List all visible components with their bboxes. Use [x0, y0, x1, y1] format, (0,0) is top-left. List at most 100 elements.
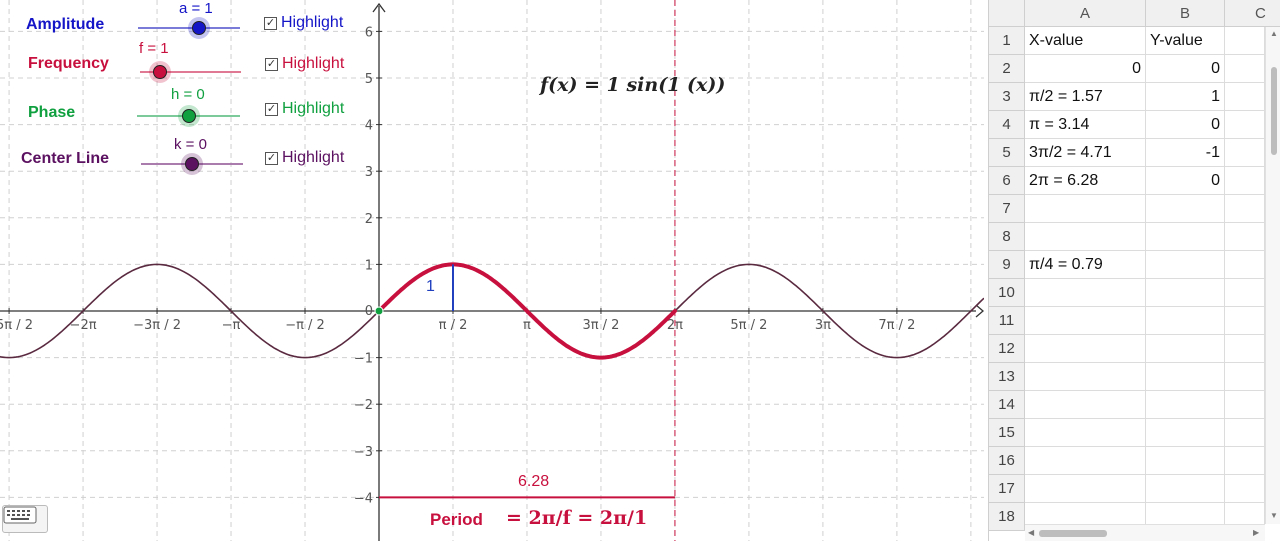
cell-c14[interactable]	[1225, 391, 1265, 419]
cell-c17[interactable]	[1225, 475, 1265, 503]
y-tick-label: −3	[354, 445, 373, 460]
cell-a11[interactable]	[1025, 307, 1146, 335]
vertical-scroll-thumb[interactable]	[1271, 67, 1277, 155]
amplitude-highlight-checkbox[interactable]: ✓ Highlight	[264, 14, 343, 32]
cell-a9[interactable]: π/4 = 0.79	[1025, 251, 1146, 279]
cell-c16[interactable]	[1225, 447, 1265, 475]
row-header[interactable]: 3	[989, 83, 1025, 111]
row-header[interactable]: 16	[989, 447, 1025, 475]
cell-c10[interactable]	[1225, 279, 1265, 307]
frequency-slider-track[interactable]	[140, 71, 241, 73]
cell-b4[interactable]: 0	[1146, 111, 1225, 139]
cell-c5[interactable]	[1225, 139, 1265, 167]
cell-c7[interactable]	[1225, 195, 1265, 223]
cell-b12[interactable]	[1146, 335, 1225, 363]
row-header[interactable]: 6	[989, 167, 1025, 195]
keyboard-button[interactable]	[2, 505, 48, 533]
horizontal-scrollbar[interactable]: ◀ ▶	[1025, 524, 1265, 541]
cell-a1[interactable]: X-value	[1025, 27, 1146, 55]
row-header[interactable]: 15	[989, 419, 1025, 447]
vertical-scrollbar[interactable]: ▲ ▼	[1265, 27, 1280, 524]
cell-c1[interactable]	[1225, 27, 1265, 55]
cell-a17[interactable]	[1025, 475, 1146, 503]
cell-a15[interactable]	[1025, 419, 1146, 447]
cell-b8[interactable]	[1146, 223, 1225, 251]
cell-b5[interactable]: -1	[1146, 139, 1225, 167]
cell-b14[interactable]	[1146, 391, 1225, 419]
row-header[interactable]: 9	[989, 251, 1025, 279]
column-header-a[interactable]: A	[1025, 0, 1146, 27]
row-header[interactable]: 7	[989, 195, 1025, 223]
scroll-down-icon[interactable]: ▼	[1270, 511, 1278, 520]
cell-b10[interactable]	[1146, 279, 1225, 307]
row-header[interactable]: 17	[989, 475, 1025, 503]
cell-c11[interactable]	[1225, 307, 1265, 335]
column-header-c[interactable]: C	[1225, 0, 1280, 27]
amplitude-marker-label: 1	[426, 278, 435, 295]
scroll-up-icon[interactable]: ▲	[1270, 29, 1278, 38]
horizontal-scroll-thumb[interactable]	[1039, 530, 1107, 537]
cell-c9[interactable]	[1225, 251, 1265, 279]
cell-a5[interactable]: 3π/2 = 4.71	[1025, 139, 1146, 167]
cell-b3[interactable]: 1	[1146, 83, 1225, 111]
cell-c15[interactable]	[1225, 419, 1265, 447]
row-header[interactable]: 1	[989, 27, 1025, 55]
scroll-right-icon[interactable]: ▶	[1253, 528, 1260, 537]
cell-a4[interactable]: π = 3.14	[1025, 111, 1146, 139]
cell-b17[interactable]	[1146, 475, 1225, 503]
cell-b1[interactable]: Y-value	[1146, 27, 1225, 55]
cell-b11[interactable]	[1146, 307, 1225, 335]
x-tick-label: 5π / 2	[730, 318, 767, 333]
cell-c12[interactable]	[1225, 335, 1265, 363]
cell-a10[interactable]	[1025, 279, 1146, 307]
cell-b2[interactable]: 0	[1146, 55, 1225, 83]
cell-a14[interactable]	[1025, 391, 1146, 419]
spreadsheet-corner[interactable]	[989, 0, 1025, 27]
cell-c13[interactable]	[1225, 363, 1265, 391]
cell-a13[interactable]	[1025, 363, 1146, 391]
frequency-slider-knob[interactable]	[153, 65, 167, 79]
row-header[interactable]: 18	[989, 503, 1025, 531]
cell-c4[interactable]	[1225, 111, 1265, 139]
cell-b9[interactable]	[1146, 251, 1225, 279]
spreadsheet-view[interactable]: A B C 1 X-value Y-value 2 0 0 3 π/2 = 1.57 1 4 π =…	[988, 0, 1280, 541]
row-header[interactable]: 5	[989, 139, 1025, 167]
scroll-left-icon[interactable]: ◀	[1028, 528, 1035, 537]
cell-b13[interactable]	[1146, 363, 1225, 391]
row-header[interactable]: 12	[989, 335, 1025, 363]
amplitude-slider-track[interactable]	[138, 27, 240, 29]
frequency-highlight-checkbox[interactable]: ✓ Highlight	[265, 55, 344, 73]
y-tick-label: 6	[365, 25, 373, 40]
row-header[interactable]: 4	[989, 111, 1025, 139]
cell-c8[interactable]	[1225, 223, 1265, 251]
cell-b7[interactable]	[1146, 195, 1225, 223]
phase-highlight-checkbox[interactable]: ✓ Highlight	[265, 100, 344, 118]
period-value: 6.28	[518, 473, 550, 490]
cell-a2[interactable]: 0	[1025, 55, 1146, 83]
row-header[interactable]: 2	[989, 55, 1025, 83]
cell-a12[interactable]	[1025, 335, 1146, 363]
cell-c3[interactable]	[1225, 83, 1265, 111]
center-line-slider-knob[interactable]	[185, 157, 199, 171]
row-header[interactable]: 13	[989, 363, 1025, 391]
cell-a7[interactable]	[1025, 195, 1146, 223]
row-header[interactable]: 11	[989, 307, 1025, 335]
cell-b16[interactable]	[1146, 447, 1225, 475]
amplitude-slider-knob[interactable]	[192, 21, 206, 35]
cell-c2[interactable]	[1225, 55, 1265, 83]
phase-slider-knob[interactable]	[182, 109, 196, 123]
row-header[interactable]: 8	[989, 223, 1025, 251]
cell-a6[interactable]: 2π = 6.28	[1025, 167, 1146, 195]
cell-a3[interactable]: π/2 = 1.57	[1025, 83, 1146, 111]
cell-c6[interactable]	[1225, 167, 1265, 195]
cell-a16[interactable]	[1025, 447, 1146, 475]
cell-b15[interactable]	[1146, 419, 1225, 447]
cell-b6[interactable]: 0	[1146, 167, 1225, 195]
row-header[interactable]: 14	[989, 391, 1025, 419]
row-header[interactable]: 10	[989, 279, 1025, 307]
center-line-highlight-checkbox[interactable]: ✓ Highlight	[265, 149, 344, 167]
column-header-b[interactable]: B	[1146, 0, 1225, 27]
cell-a8[interactable]	[1025, 223, 1146, 251]
